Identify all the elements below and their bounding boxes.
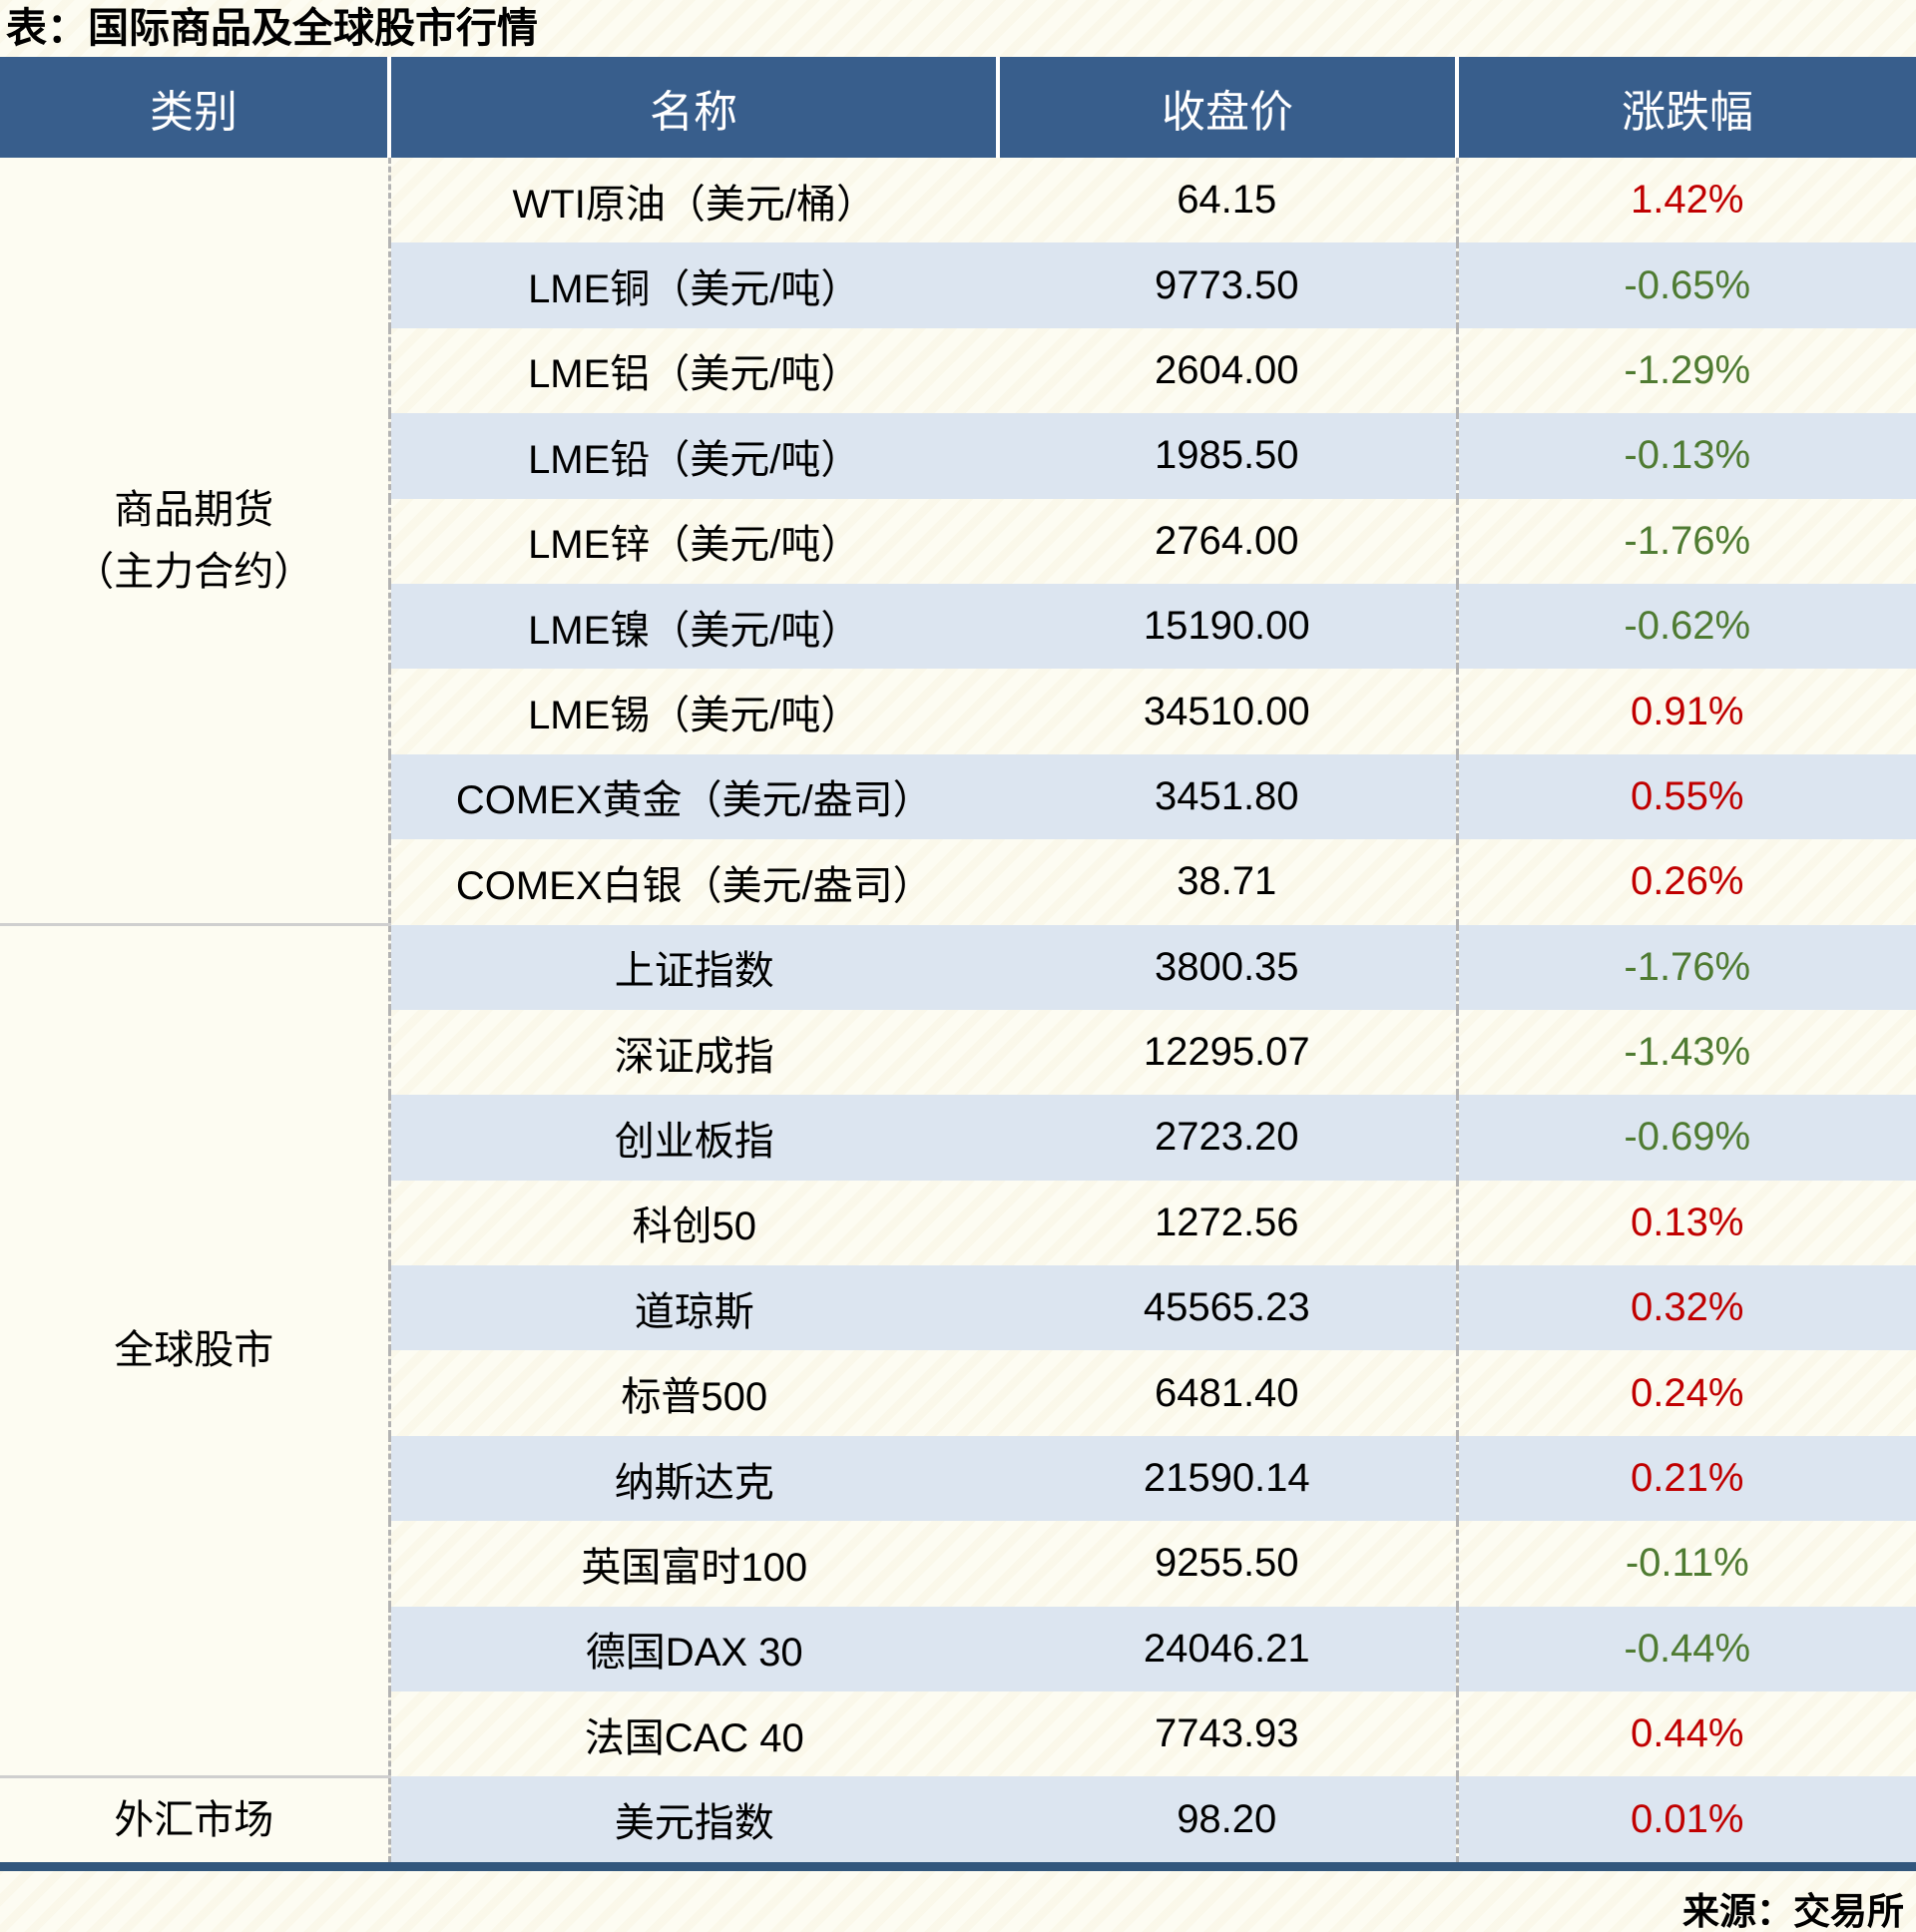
change-percent: 0.13% <box>1631 1200 1744 1244</box>
category-label-line: 全球股市 <box>114 1328 274 1373</box>
category-cell-commodities: 商品期货 （主力合约） <box>0 158 391 925</box>
close-price: 64.15 <box>998 158 1459 243</box>
close-price: 21590.14 <box>998 1435 1459 1522</box>
table-row: 英国富时100 9255.50 -0.11% <box>0 1521 1916 1607</box>
change-percent: -0.13% <box>1624 433 1751 478</box>
instrument-name: 德国DAX 30 <box>585 1631 803 1676</box>
instrument-name: LME铜（美元/吨） <box>528 267 861 312</box>
header-row: 类别 名称 收盘价 涨跌幅 <box>0 57 1916 158</box>
category-label-line: 外汇市场 <box>114 1797 274 1842</box>
change-percent: -0.11% <box>1625 1541 1749 1586</box>
instrument-name: 标普500 <box>621 1375 768 1420</box>
close-price: 1272.56 <box>998 1180 1459 1266</box>
table-row: 深证成指 12295.07 -1.43% <box>0 1009 1916 1096</box>
change-percent: -1.43% <box>1624 1030 1751 1075</box>
change-percent: 0.91% <box>1631 689 1744 733</box>
close-price: 34510.00 <box>998 669 1459 754</box>
change-percent: 1.42% <box>1631 178 1744 223</box>
table-row: LME铝（美元/吨） 2604.00 -1.29% <box>0 327 1916 414</box>
close-price: 7743.93 <box>998 1691 1459 1777</box>
close-price: 2723.20 <box>998 1095 1459 1181</box>
table-row: 科创50 1272.56 0.13% <box>0 1180 1916 1266</box>
change-percent: 0.55% <box>1631 773 1744 818</box>
category-cell-global-stocks: 全球股市 <box>0 923 391 1777</box>
close-price: 3451.80 <box>998 753 1459 840</box>
category-label-line: 商品期货 <box>114 487 274 532</box>
close-price: 2604.00 <box>998 327 1459 414</box>
change-percent: -1.29% <box>1624 347 1751 392</box>
instrument-name: 英国富时100 <box>581 1545 808 1590</box>
instrument-name: 道琼斯 <box>634 1289 754 1334</box>
change-percent: 0.24% <box>1631 1370 1744 1415</box>
change-percent: -1.76% <box>1624 518 1751 563</box>
change-percent: 0.26% <box>1631 859 1744 904</box>
change-percent: -1.76% <box>1624 944 1751 989</box>
header-change: 涨跌幅 <box>1457 57 1916 158</box>
category-label-line: （主力合约） <box>74 549 314 594</box>
category-cell-forex: 外汇市场 <box>0 1774 391 1862</box>
table-row: LME锌（美元/吨） 2764.00 -1.76% <box>0 498 1916 584</box>
instrument-name: LME锌（美元/吨） <box>528 523 861 568</box>
instrument-name: COMEX黄金（美元/盎司） <box>455 778 933 823</box>
instrument-name: 法国CAC 40 <box>584 1715 804 1760</box>
close-price: 15190.00 <box>998 583 1459 670</box>
table-row: 外汇市场 美元指数 98.20 0.01% <box>0 1774 1916 1862</box>
instrument-name: 纳斯达克 <box>614 1460 774 1505</box>
instrument-name: 科创50 <box>632 1205 757 1249</box>
close-price: 9255.50 <box>998 1521 1459 1607</box>
source-note: 来源：交易所 <box>1682 1890 1904 1932</box>
change-percent: -0.69% <box>1624 1115 1751 1160</box>
close-price: 2764.00 <box>998 498 1459 584</box>
header-category: 类别 <box>0 57 391 158</box>
instrument-name: LME镍（美元/吨） <box>528 608 861 653</box>
instrument-name: 美元指数 <box>614 1801 774 1846</box>
close-price: 6481.40 <box>998 1350 1459 1436</box>
change-percent: -0.44% <box>1624 1626 1751 1671</box>
table-title: 表：国际商品及全球股市行情 <box>6 5 538 51</box>
instrument-name: 创业板指 <box>614 1119 774 1164</box>
change-percent: 0.44% <box>1631 1711 1744 1756</box>
change-percent: 0.21% <box>1631 1456 1744 1501</box>
close-price: 38.71 <box>998 839 1459 925</box>
instrument-name: LME铝（美元/吨） <box>528 352 861 397</box>
change-percent: -0.65% <box>1624 262 1751 307</box>
instrument-name: 上证指数 <box>614 949 774 994</box>
close-price: 98.20 <box>998 1776 1459 1862</box>
close-price: 3800.35 <box>998 924 1459 1010</box>
change-percent: -0.62% <box>1624 604 1751 649</box>
header-name: 名称 <box>389 57 1000 158</box>
header-close: 收盘价 <box>998 57 1459 158</box>
table-row: 标普500 6481.40 0.24% <box>0 1350 1916 1436</box>
change-percent: 0.01% <box>1631 1796 1744 1841</box>
table-row: 商品期货 （主力合约） WTI原油（美元/桶） 64.15 1.42% <box>0 158 1916 925</box>
market-table: 类别 名称 收盘价 涨跌幅 商品期货 （主力合约） WTI原油（美元/桶） 64… <box>0 57 1916 1862</box>
table-row: 法国CAC 40 7743.93 0.44% <box>0 1691 1916 1777</box>
close-price: 1985.50 <box>998 413 1459 499</box>
table-row: LME锡（美元/吨） 34510.00 0.91% <box>0 669 1916 754</box>
table-bottom-rule <box>0 1861 1916 1871</box>
close-price: 9773.50 <box>998 242 1459 328</box>
instrument-name: COMEX白银（美元/盎司） <box>455 863 933 908</box>
instrument-name: WTI原油（美元/桶） <box>512 182 876 227</box>
close-price: 24046.21 <box>998 1606 1459 1692</box>
change-percent: 0.32% <box>1631 1285 1744 1330</box>
table-row: 全球股市 上证指数 3800.35 -1.76% <box>0 923 1916 1777</box>
close-price: 45565.23 <box>998 1265 1459 1351</box>
table-row: COMEX白银（美元/盎司） 38.71 0.26% <box>0 839 1916 925</box>
instrument-name: LME铅（美元/吨） <box>528 437 861 482</box>
instrument-name: LME锡（美元/吨） <box>528 694 861 738</box>
close-price: 12295.07 <box>998 1009 1459 1096</box>
instrument-name: 深证成指 <box>614 1034 774 1079</box>
